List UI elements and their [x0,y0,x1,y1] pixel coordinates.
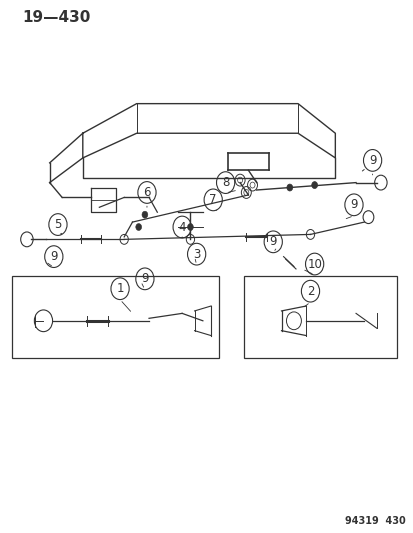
Text: 9: 9 [349,198,357,211]
Text: 10: 10 [306,257,321,271]
Text: 94319  430: 94319 430 [344,515,405,526]
Text: 1: 1 [116,282,123,295]
Text: 9: 9 [141,272,148,285]
Circle shape [286,184,292,191]
Text: 6: 6 [143,186,150,199]
Text: 5: 5 [54,218,62,231]
Text: 9: 9 [368,154,375,167]
Circle shape [142,211,147,218]
Text: 2: 2 [306,285,313,297]
Bar [12,277,219,358]
Circle shape [187,223,193,230]
Text: 9: 9 [50,250,57,263]
Text: 8: 8 [221,176,229,189]
Circle shape [135,223,141,230]
Text: 4: 4 [178,221,185,233]
Text: 7: 7 [209,193,216,206]
Text: 19—430: 19—430 [23,10,91,25]
Bar [244,277,396,358]
Text: 9: 9 [269,236,276,248]
Circle shape [311,182,317,189]
Text: 3: 3 [192,248,200,261]
